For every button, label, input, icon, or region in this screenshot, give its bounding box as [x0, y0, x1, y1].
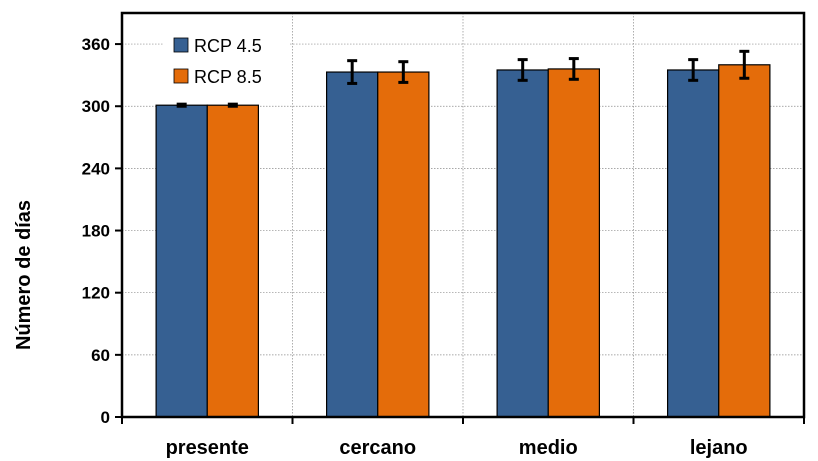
x-category-label: lejano — [690, 437, 748, 459]
x-category-label: cercano — [339, 437, 416, 459]
x-axis-categories: presente cercano medio lejano — [121, 417, 805, 459]
legend-label-rcp85: RCP 8.5 — [194, 67, 262, 87]
x-category-label: medio — [519, 437, 578, 459]
y-axis-ticks: 0 60 120 180 240 300 360 — [82, 35, 122, 427]
y-tick-label: 240 — [82, 159, 110, 178]
bar-rcp45-lejano — [666, 69, 720, 418]
legend-swatch-rcp85 — [173, 68, 189, 84]
x-category-label: presente — [166, 437, 249, 459]
error-bars — [176, 49, 750, 108]
bar-rcp45-cercano — [326, 71, 379, 418]
bar-rcp45-presente — [155, 104, 208, 418]
legend-label-rcp45: RCP 4.5 — [194, 36, 262, 56]
y-tick-label: 300 — [82, 97, 110, 116]
bar-rcp85-lejano — [718, 64, 771, 418]
bar-rcp85-medio — [547, 68, 601, 418]
legend-swatch-rcp45 — [173, 37, 189, 53]
y-tick-label: 120 — [82, 284, 110, 303]
bars — [155, 64, 771, 418]
y-tick-label: 60 — [91, 346, 110, 365]
bar-rcp85-cercano — [377, 71, 430, 418]
y-tick-label: 180 — [82, 222, 110, 241]
y-tick-label: 360 — [82, 35, 110, 54]
bar-rcp45-medio — [496, 69, 549, 418]
bar-rcp85-presente — [206, 104, 260, 418]
y-tick-label: 0 — [101, 408, 110, 427]
y-axis-title: Número de días — [13, 200, 35, 350]
legend: RCP 4.5 RCP 8.5 — [164, 28, 290, 96]
